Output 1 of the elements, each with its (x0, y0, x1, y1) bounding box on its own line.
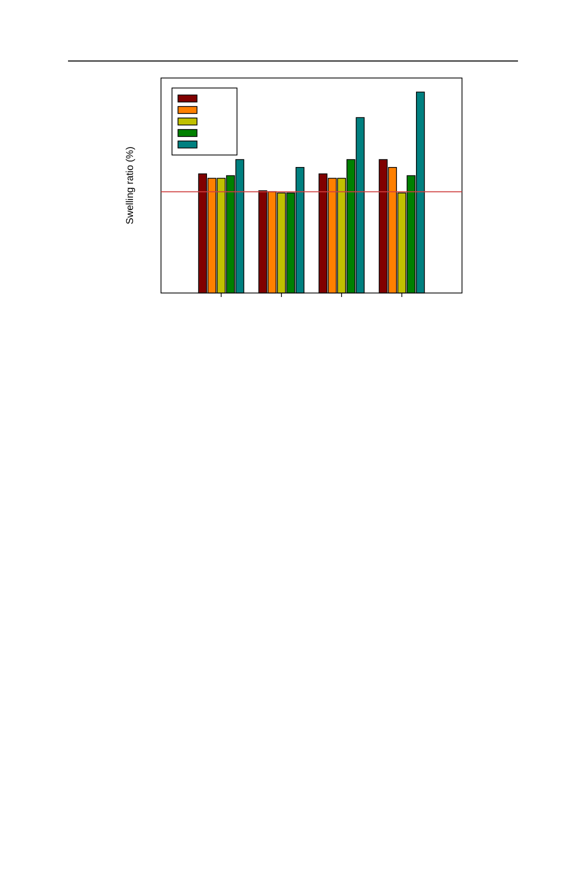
y-axis-title: Swelling ratio (%) (125, 146, 136, 224)
